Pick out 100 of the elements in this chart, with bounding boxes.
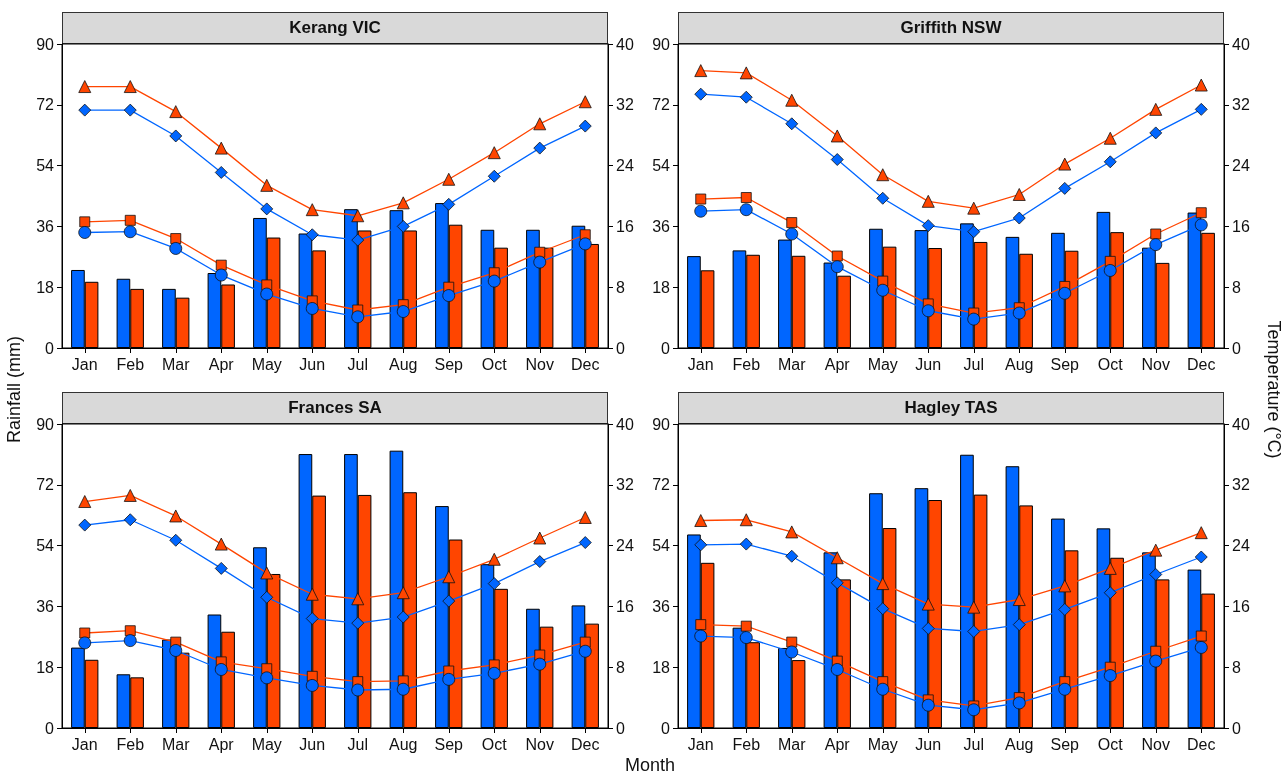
point xyxy=(1103,586,1117,600)
point xyxy=(876,602,890,616)
x-tick-label: Jul xyxy=(347,355,368,373)
point xyxy=(442,172,456,186)
point xyxy=(785,525,799,539)
point xyxy=(967,600,981,614)
x-tick-label: Mar xyxy=(777,735,807,753)
point xyxy=(396,196,410,210)
point xyxy=(739,513,753,527)
point xyxy=(694,538,708,552)
x-tick-label: Dec xyxy=(1187,735,1216,753)
point xyxy=(1149,654,1163,668)
point xyxy=(786,636,798,648)
y-tick-label: 0 xyxy=(45,339,55,357)
point xyxy=(1149,102,1163,116)
y-tick-label: 72 xyxy=(652,96,671,114)
point xyxy=(739,90,753,104)
x-tick-label: May xyxy=(251,735,282,753)
point xyxy=(1103,264,1117,277)
point xyxy=(1194,78,1208,92)
point xyxy=(830,153,844,166)
point xyxy=(786,217,798,228)
point xyxy=(578,644,592,658)
point xyxy=(442,672,456,686)
point xyxy=(830,576,844,590)
x-tick-label: Apr xyxy=(208,735,235,753)
point xyxy=(169,242,183,255)
point xyxy=(260,590,274,604)
y-tick-label: 90 xyxy=(36,415,55,433)
y-tick-label: 0 xyxy=(661,339,671,357)
point xyxy=(214,663,228,676)
point xyxy=(921,622,935,635)
y2-tick-label: 16 xyxy=(1232,597,1250,615)
point xyxy=(487,146,501,160)
point xyxy=(214,562,228,575)
y2-tick-label: 8 xyxy=(1232,658,1241,676)
point xyxy=(1195,207,1207,219)
point xyxy=(1103,562,1117,575)
y2-tick-label: 0 xyxy=(616,719,625,737)
point xyxy=(967,703,981,717)
x-tick-label: Apr xyxy=(824,355,851,373)
x-tick-label: Feb xyxy=(116,355,145,373)
chart-title: Frances SA xyxy=(62,392,608,424)
point xyxy=(169,509,183,523)
point xyxy=(305,203,319,217)
x-tick-label: Feb xyxy=(732,355,761,373)
y-tick-label: 54 xyxy=(652,537,671,555)
point xyxy=(1194,218,1208,232)
point xyxy=(123,489,137,502)
point xyxy=(694,64,708,77)
point xyxy=(533,657,547,671)
y2-tick-label: 32 xyxy=(616,476,634,494)
point xyxy=(830,551,844,565)
y2-tick-label: 16 xyxy=(1232,217,1250,235)
point xyxy=(578,511,592,524)
y2-tick-label: 40 xyxy=(616,415,634,433)
point xyxy=(305,587,319,601)
y2-axis-title: Temperature (°C) xyxy=(1262,319,1284,459)
x-tick-label: May xyxy=(867,735,898,753)
point xyxy=(785,645,799,659)
point xyxy=(1150,228,1162,240)
x-tick-label: Jul xyxy=(963,355,984,373)
point xyxy=(694,514,708,527)
point xyxy=(351,592,365,606)
point xyxy=(305,302,319,315)
x-tick-label: Dec xyxy=(571,735,600,753)
point xyxy=(1103,131,1117,145)
point xyxy=(487,666,501,680)
point xyxy=(533,531,547,545)
point xyxy=(785,93,799,107)
point xyxy=(1103,155,1117,169)
x-tick-label: May xyxy=(867,355,898,373)
point xyxy=(214,166,228,179)
point xyxy=(694,629,708,643)
point xyxy=(739,537,753,551)
point xyxy=(487,274,501,288)
point xyxy=(78,495,92,508)
point xyxy=(260,671,274,685)
chart-title: Kerang VIC xyxy=(62,12,608,44)
y2-tick-label: 32 xyxy=(1232,476,1250,494)
y-tick-label: 36 xyxy=(36,217,55,235)
point xyxy=(214,141,228,155)
point xyxy=(921,194,935,208)
point xyxy=(578,95,592,109)
point xyxy=(740,192,752,203)
x-tick-label: Nov xyxy=(1141,735,1170,753)
point xyxy=(1058,182,1072,195)
point xyxy=(396,305,410,318)
point xyxy=(1058,603,1072,616)
y-tick-label: 54 xyxy=(652,157,671,175)
point xyxy=(967,625,981,638)
chart-title: Griffith NSW xyxy=(678,12,1224,44)
point xyxy=(830,129,844,143)
y-tick-label: 18 xyxy=(652,278,671,296)
point xyxy=(487,577,501,590)
point xyxy=(1149,238,1163,252)
point xyxy=(695,193,707,205)
y-tick-label: 72 xyxy=(652,476,671,494)
point xyxy=(578,119,592,133)
x-tick-label: Jul xyxy=(347,735,368,753)
